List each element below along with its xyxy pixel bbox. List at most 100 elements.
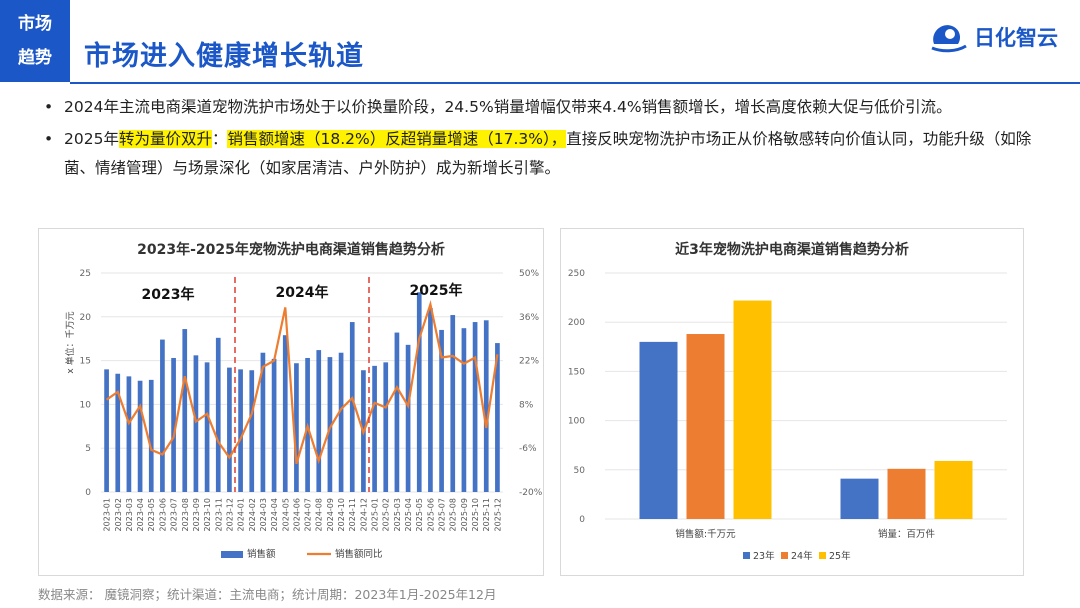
x-tick-label: 2025-06 — [426, 498, 435, 531]
x-tick-label: 2024-01 — [237, 498, 246, 531]
x-tick-label: 2023-08 — [181, 498, 190, 531]
y-tick-label: 20 — [80, 313, 92, 323]
x-tick-label: 2024-06 — [292, 498, 301, 531]
x-tick-label: 2025-11 — [482, 498, 491, 531]
bar-sales — [126, 376, 132, 492]
bar-sales — [182, 329, 188, 492]
x-tick-label: 2025-12 — [493, 498, 502, 531]
x-tick-label: 2024-03 — [259, 498, 268, 531]
legend-label-yoy: 销售额同比 — [335, 548, 383, 560]
x-tick-label: 2025-08 — [449, 498, 458, 531]
y2-tick-label: -6% — [519, 444, 537, 454]
x-category-label: 销售额:千万元 — [675, 528, 736, 540]
y-axis-label: x 单位：千万元 — [64, 311, 76, 373]
bar-sales — [294, 363, 299, 492]
highlight-growth-rates: 销售额增速（18.2%）反超销量增速（17.3%）， — [227, 130, 567, 148]
line-sales-yoy — [105, 300, 499, 465]
x-tick-label: 2024-10 — [337, 498, 346, 531]
section-badge: 市场 趋势 — [0, 0, 70, 82]
y-tick-label: 50 — [574, 466, 586, 476]
bar-sales — [238, 369, 243, 492]
bar-24年 — [686, 334, 725, 519]
bar-sales — [439, 329, 444, 492]
bar-sales — [171, 357, 176, 492]
bar-sales — [282, 335, 288, 492]
chart2-title: 近3年宠物洗护电商渠道销售趋势分析 — [675, 242, 909, 258]
legend-swatch — [743, 552, 750, 559]
y-tick-label: 10 — [80, 400, 92, 410]
x-tick-label: 2023-09 — [192, 498, 201, 531]
bar-sales — [394, 332, 400, 492]
x-tick-label: 2024-09 — [326, 498, 335, 531]
bar-sales — [349, 322, 355, 492]
legend-label: 24年 — [791, 550, 813, 562]
x-tick-label: 2023-12 — [225, 498, 234, 531]
bar-24年 — [887, 468, 926, 519]
y-tick-label: 250 — [568, 269, 585, 279]
y-tick-label: 0 — [579, 515, 585, 525]
y-tick-label: 200 — [568, 318, 585, 328]
x-tick-label: 2023-07 — [170, 498, 179, 531]
legend-swatch-sales — [221, 551, 243, 558]
bar-sales — [115, 373, 121, 492]
x-tick-label: 2025-09 — [460, 498, 469, 531]
bar-sales — [249, 370, 255, 492]
x-tick-label: 2024-08 — [315, 498, 324, 531]
bullet-item-2: • 2025年转为量价双升：销售额增速（18.2%）反超销量增速（17.3%），… — [44, 125, 1054, 183]
bar-25年 — [934, 460, 973, 519]
logo-text: 日化智云 — [974, 26, 1058, 50]
bar-sales — [316, 350, 322, 492]
legend-swatch — [781, 552, 788, 559]
brand-logo: 日化智云 — [928, 20, 1058, 54]
bar-23年 — [840, 478, 879, 519]
x-tick-label: 2025-02 — [382, 498, 391, 531]
yearly-comparison-chart: 近3年宠物洗护电商渠道销售趋势分析 0 50 100 150 200 250 销售额:千万元… — [560, 228, 1024, 576]
bar-sales — [204, 362, 210, 492]
x-tick-label: 2023-05 — [147, 498, 156, 531]
bar-sales — [227, 367, 232, 492]
bar-sales — [160, 339, 165, 492]
x-tick-label: 2025-01 — [371, 498, 380, 531]
chart1-title: 2023年-2025年宠物洗护电商渠道销售趋势分析 — [137, 242, 445, 258]
legend-label-sales: 销售额 — [247, 548, 276, 560]
bar-sales — [483, 320, 489, 492]
title-divider — [70, 82, 1080, 84]
bar-sales — [327, 357, 333, 492]
monthly-trend-chart: 2023年-2025年宠物洗护电商渠道销售趋势分析 0 5 10 15 20 25 -20%… — [38, 228, 544, 576]
bar-sales — [215, 337, 221, 492]
x-tick-label: 2025-05 — [415, 498, 424, 531]
chart1-svg: 0 5 10 15 20 25 -20% -6% 8% 22% 36% 50% x 单位：千万元 2023… — [64, 269, 543, 560]
bar-25年 — [733, 300, 772, 519]
bullet-list: • 2024年主流电商渠道宠物洗护市场处于以价换量阶段，24.5%销量增幅仅带来… — [44, 93, 1054, 183]
bar-sales — [461, 328, 467, 492]
chart2-svg: 0 50 100 150 200 250 销售额:千万元 销量：百万件 23年 24年 25年 — [568, 269, 1007, 562]
year-label: 2025年 — [410, 282, 463, 299]
bullet-text-2-mid: ： — [211, 130, 228, 148]
x-tick-label: 2023-02 — [114, 498, 123, 531]
year-label: 2023年 — [142, 286, 195, 303]
x-tick-label: 2024-11 — [348, 498, 357, 531]
y2-tick-label: 50% — [519, 269, 539, 279]
x-tick-label: 2025-04 — [404, 498, 413, 531]
bar-sales — [137, 380, 143, 492]
section-label-2: 趋势 — [18, 48, 52, 68]
x-tick-label: 2023-11 — [214, 498, 223, 531]
bar-sales — [405, 344, 411, 492]
bar-sales — [372, 365, 377, 492]
bar-sales — [383, 362, 389, 492]
y-tick-label: 100 — [568, 417, 585, 427]
y2-tick-label: 8% — [519, 400, 534, 410]
y-tick-label: 150 — [568, 367, 585, 377]
bullet-item-1: • 2024年主流电商渠道宠物洗护市场处于以价换量阶段，24.5%销量增幅仅带来… — [44, 93, 1054, 122]
y2-tick-label: 36% — [519, 313, 539, 323]
x-tick-label: 2024-07 — [304, 498, 313, 531]
legend-label: 23年 — [753, 550, 775, 562]
bar-sales — [416, 292, 422, 492]
y-tick-label: 15 — [80, 357, 91, 367]
x-tick-label: 2024-02 — [248, 498, 257, 531]
bar-sales — [428, 308, 433, 492]
x-tick-label: 2024-04 — [270, 498, 279, 531]
x-tick-label: 2023-04 — [136, 498, 145, 531]
y-tick-label: 25 — [80, 269, 91, 279]
bullet-dot: • — [44, 130, 54, 148]
